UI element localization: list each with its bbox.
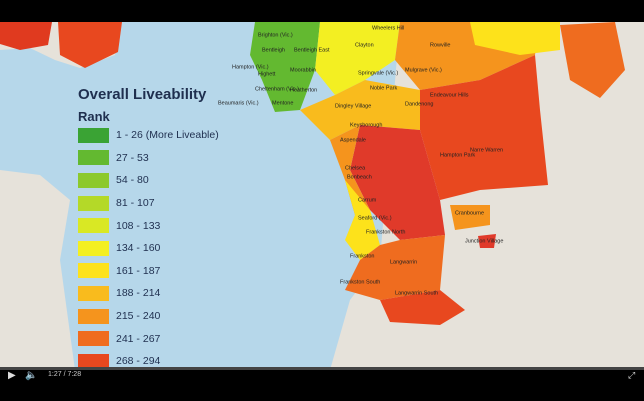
legend: Overall Liveability Rank 1 - 26 (More Li… bbox=[78, 86, 219, 373]
suburb-label: Keysborough bbox=[350, 122, 382, 128]
suburb-label: Frankston South bbox=[340, 279, 380, 285]
suburb-label: Junction Village bbox=[465, 238, 503, 244]
suburb-label: Seaford (Vic.) bbox=[358, 215, 392, 221]
legend-item: 268 - 294 bbox=[78, 350, 219, 373]
suburb-label: Langwarrin South bbox=[395, 290, 438, 296]
volume-button[interactable]: 🔈 bbox=[25, 370, 38, 381]
legend-label: 108 - 133 bbox=[116, 219, 161, 232]
legend-swatch bbox=[78, 285, 109, 301]
suburb-label: Bentleigh bbox=[262, 47, 285, 53]
suburb-label: Noble Park bbox=[370, 85, 397, 91]
legend-swatch bbox=[78, 308, 109, 324]
legend-label: 134 - 160 bbox=[116, 242, 161, 255]
suburb-label: Cheltenham (Vic.) bbox=[255, 86, 299, 92]
legend-item: 241 - 267 bbox=[78, 327, 219, 350]
region bbox=[345, 180, 380, 260]
suburb-label: Chelsea bbox=[345, 165, 366, 171]
region bbox=[330, 125, 370, 215]
legend-item: 134 - 160 bbox=[78, 237, 219, 260]
suburb-label: Heatherton bbox=[290, 87, 317, 93]
region bbox=[450, 205, 490, 230]
suburb-label: Mulgrave (Vic.) bbox=[405, 67, 442, 73]
legend-item: 108 - 133 bbox=[78, 214, 219, 237]
legend-label: 81 - 107 bbox=[116, 197, 155, 210]
legend-label: 188 - 214 bbox=[116, 287, 161, 300]
legend-swatch bbox=[78, 218, 109, 234]
region bbox=[478, 234, 496, 248]
legend-swatch bbox=[78, 240, 109, 256]
region bbox=[0, 22, 52, 50]
suburb-label: Langwarrin bbox=[390, 259, 417, 265]
legend-swatch bbox=[78, 172, 109, 188]
suburb-label: Endeavour Hills bbox=[430, 92, 469, 98]
land bbox=[0, 170, 75, 370]
region bbox=[345, 235, 445, 300]
suburb-label: Beaumaris (Vic.) bbox=[218, 100, 259, 106]
legend-label: 1 - 26 (More Liveable) bbox=[116, 129, 219, 142]
legend-item: 161 - 187 bbox=[78, 260, 219, 283]
region bbox=[300, 80, 440, 140]
suburb-label: Frankston bbox=[350, 253, 374, 259]
legend-item: 215 - 240 bbox=[78, 305, 219, 328]
legend-item: 1 - 26 (More Liveable) bbox=[78, 124, 219, 147]
suburb-label: Mentone bbox=[272, 100, 293, 106]
region bbox=[315, 22, 400, 95]
legend-swatch bbox=[78, 127, 109, 143]
region bbox=[420, 55, 548, 200]
suburb-label: Hampton Park bbox=[440, 152, 475, 158]
fullscreen-button[interactable]: ⤢ bbox=[628, 370, 636, 380]
legend-item: 81 - 107 bbox=[78, 192, 219, 215]
play-button[interactable]: ▶ bbox=[8, 370, 16, 381]
region bbox=[470, 22, 560, 55]
suburb-label: Wheelers Hill bbox=[372, 25, 404, 31]
legend-item: 188 - 214 bbox=[78, 282, 219, 305]
legend-label: 161 - 187 bbox=[116, 264, 161, 277]
legend-items: 1 - 26 (More Liveable) 27 - 53 54 - 80 81 -… bbox=[78, 124, 219, 373]
legend-title: Overall Liveability bbox=[78, 86, 207, 103]
region bbox=[250, 22, 320, 112]
region bbox=[380, 290, 465, 325]
suburb-label: Rowville bbox=[430, 42, 450, 48]
time: 1:27 / 7:28 bbox=[48, 371, 82, 378]
suburb-label: Bonbeach bbox=[347, 174, 372, 180]
legend-subtitle: Rank bbox=[78, 109, 110, 124]
suburb-label: Brighton (Vic.) bbox=[258, 32, 293, 38]
legend-swatch bbox=[78, 150, 109, 166]
legend-label: 27 - 53 bbox=[116, 151, 149, 164]
legend-item: 27 - 53 bbox=[78, 147, 219, 170]
suburb-label: Cranbourne bbox=[455, 210, 484, 216]
suburb-label: Moorabbin bbox=[290, 67, 316, 73]
region bbox=[58, 22, 122, 68]
suburb-label: Springvale (Vic.) bbox=[358, 70, 398, 76]
region bbox=[560, 22, 625, 98]
region bbox=[350, 125, 445, 240]
suburb-label: Aspendale bbox=[340, 137, 366, 143]
legend-label: 268 - 294 bbox=[116, 355, 161, 368]
legend-swatch bbox=[78, 331, 109, 347]
suburb-label: Hampton (Vic.) bbox=[232, 64, 269, 70]
suburb-label: Clayton bbox=[355, 42, 374, 48]
suburb-label: Carrum bbox=[358, 197, 377, 203]
legend-swatch bbox=[78, 195, 109, 211]
legend-label: 215 - 240 bbox=[116, 310, 161, 323]
suburb-label: Bentleigh East bbox=[294, 47, 330, 53]
legend-label: 54 - 80 bbox=[116, 174, 149, 187]
progress[interactable] bbox=[0, 367, 644, 370]
suburb-label: Narre Warren bbox=[470, 147, 503, 153]
legend-swatch bbox=[78, 353, 109, 369]
suburb-label: Frankston North bbox=[366, 229, 405, 235]
legend-swatch bbox=[78, 263, 109, 279]
suburb-label: Highett bbox=[258, 71, 276, 77]
player-bar: ▶ 🔈 1:27 / 7:28 ⤢ bbox=[0, 367, 644, 401]
suburb-label: Dandenong bbox=[405, 101, 433, 107]
legend-item: 54 - 80 bbox=[78, 169, 219, 192]
suburb-label: Dingley Village bbox=[335, 103, 371, 109]
legend-label: 241 - 267 bbox=[116, 332, 161, 345]
